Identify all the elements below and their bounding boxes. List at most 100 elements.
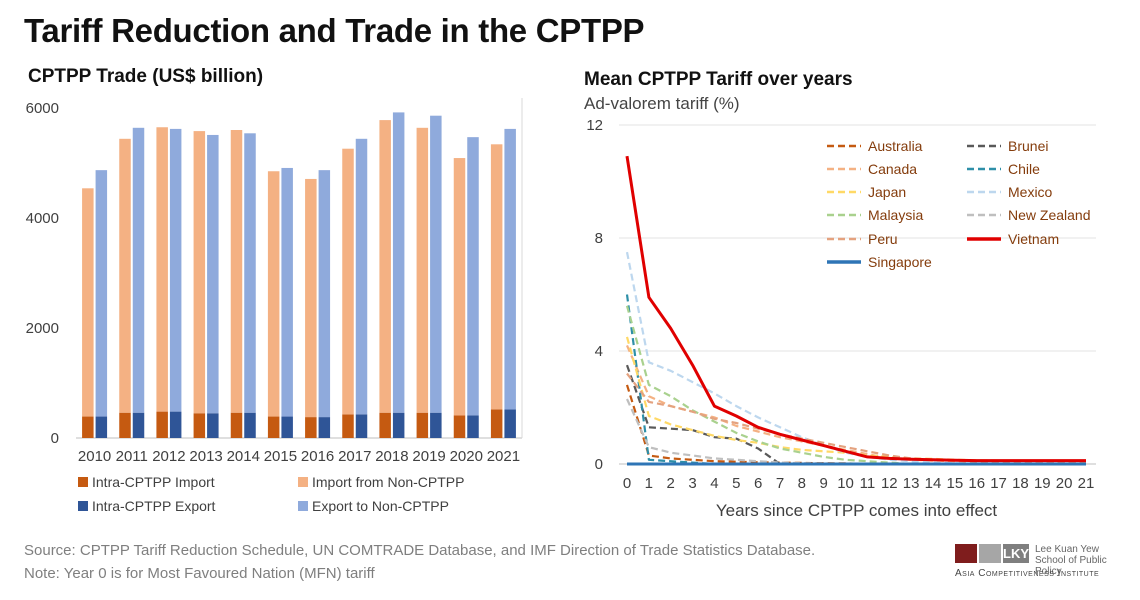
x-tick-label: 2015 (264, 448, 297, 465)
bar-intra-cptpp-export-2020 (467, 415, 479, 438)
legend-label: Malaysia (868, 207, 923, 223)
bar-intra-cptpp-import-2019 (416, 412, 429, 438)
logo-line1: Lee Kuan Yew (1035, 544, 1099, 555)
bar-intra-cptpp-import-2012 (156, 411, 168, 438)
bar-import-from-non-cptpp-2010 (82, 188, 94, 417)
bar-intra-cptpp-import-2021 (490, 409, 503, 438)
x-tick-label: 2019 (412, 448, 445, 465)
bar-import-from-non-cptpp-2013 (193, 131, 206, 414)
bar-export-to-non-cptpp-2011 (132, 127, 145, 413)
x-axis-label: Years since CPTPP comes into effect (716, 501, 998, 520)
legend-label: Vietnam (1008, 231, 1059, 247)
legend-label: Singapore (868, 254, 932, 270)
bar-import-from-non-cptpp-2016 (305, 178, 317, 418)
legend-label: Export to Non-CPTPP (312, 498, 449, 514)
bar-export-to-non-cptpp-2013 (207, 134, 219, 414)
bar-intra-cptpp-import-2014 (230, 412, 243, 438)
bar-intra-cptpp-export-2011 (132, 412, 145, 438)
bar-export-to-non-cptpp-2021 (504, 128, 516, 410)
bar-intra-cptpp-import-2013 (193, 413, 206, 438)
x-tick-label: 8 (798, 475, 806, 492)
legend-label: Import from Non-CPTPP (312, 474, 464, 490)
bar-export-to-non-cptpp-2015 (281, 167, 293, 417)
bar-intra-cptpp-import-2010 (82, 416, 94, 438)
x-tick-label: 20 (1056, 475, 1073, 492)
series-line-chile (625, 294, 715, 466)
bar-intra-cptpp-export-2016 (318, 417, 331, 438)
x-tick-label: 12 (881, 475, 898, 492)
bar-intra-cptpp-export-2013 (207, 413, 219, 438)
series-line-brunei (625, 364, 781, 465)
y-tick-label: 0 (51, 430, 59, 447)
right-chart-subtitle: Ad-valorem tariff (%) (584, 94, 740, 113)
x-tick-label: 5 (732, 475, 740, 492)
x-tick-label: 2012 (152, 448, 185, 465)
x-tick-label: 13 (903, 475, 920, 492)
x-tick-label: 2014 (227, 448, 260, 465)
bar-import-from-non-cptpp-2012 (156, 127, 168, 412)
series-line-vietnam (625, 155, 1086, 463)
series-line-canada (625, 344, 1086, 464)
series-line-australia (625, 384, 868, 466)
right-chart-title: Mean CPTPP Tariff over years (584, 69, 853, 90)
x-tick-label: 2013 (189, 448, 222, 465)
bar-intra-cptpp-export-2017 (355, 414, 368, 438)
legend-swatch (78, 477, 88, 487)
left-chart-title: CPTPP Trade (US$ billion) (28, 66, 264, 87)
x-tick-label: 2021 (487, 448, 520, 465)
y-tick-label: 2000 (26, 320, 59, 337)
series-line-peru (626, 372, 1086, 464)
x-tick-label: 1 (645, 475, 653, 492)
y-tick-label: 12 (586, 117, 603, 134)
legend-label: Brunei (1008, 138, 1048, 154)
bar-intra-cptpp-export-2019 (430, 412, 442, 438)
x-tick-label: 2018 (375, 448, 408, 465)
bar-export-to-non-cptpp-2019 (430, 115, 442, 413)
bar-export-to-non-cptpp-2018 (392, 112, 405, 413)
x-tick-label: 2017 (338, 448, 371, 465)
bar-intra-cptpp-import-2011 (119, 412, 131, 438)
series-line-japan (625, 336, 1086, 463)
x-tick-label: 2020 (450, 448, 483, 465)
x-tick-label: 3 (688, 475, 696, 492)
bar-intra-cptpp-export-2021 (504, 409, 516, 438)
legend-label: Canada (868, 161, 917, 177)
x-tick-label: 7 (776, 475, 784, 492)
legend-label: Japan (868, 184, 906, 200)
x-tick-label: 6 (754, 475, 762, 492)
bar-export-to-non-cptpp-2016 (318, 170, 331, 418)
x-tick-label: 2 (667, 475, 675, 492)
x-tick-label: 15 (947, 475, 964, 492)
legend-label: Australia (868, 138, 923, 154)
logo-letters: LKY (1003, 544, 1029, 563)
x-tick-label: 14 (925, 475, 942, 492)
x-tick-label: 0 (623, 475, 631, 492)
y-tick-label: 4000 (26, 210, 59, 227)
bar-intra-cptpp-import-2016 (305, 417, 317, 438)
y-tick-label: 8 (595, 230, 603, 247)
bar-intra-cptpp-import-2018 (379, 412, 391, 438)
bar-import-from-non-cptpp-2018 (379, 120, 391, 413)
mfn-note: Note: Year 0 is for Most Favoured Nation… (24, 565, 375, 582)
bar-intra-cptpp-export-2018 (392, 412, 405, 438)
bar-import-from-non-cptpp-2014 (230, 130, 243, 413)
bar-intra-cptpp-export-2012 (169, 411, 182, 438)
series-line-malaysia (625, 305, 912, 466)
bar-intra-cptpp-export-2014 (244, 412, 256, 438)
bar-intra-cptpp-import-2020 (453, 415, 466, 438)
bar-import-from-non-cptpp-2015 (267, 171, 280, 417)
x-tick-label: 17 (990, 475, 1007, 492)
page-title: Tariff Reduction and Trade in the CPTPP (24, 12, 645, 49)
legend-label: Chile (1008, 161, 1040, 177)
x-tick-label: 2010 (78, 448, 111, 465)
x-tick-label: 4 (710, 475, 718, 492)
logo-school-name: Lee Kuan Yew School of Public Policy (1035, 544, 1120, 577)
x-tick-label: 19 (1034, 475, 1051, 492)
legend-label: Intra-CPTPP Export (92, 498, 216, 514)
bar-intra-cptpp-import-2017 (342, 414, 354, 438)
y-tick-label: 4 (595, 343, 603, 360)
x-tick-label: 9 (820, 475, 828, 492)
x-tick-label: 11 (860, 475, 876, 492)
